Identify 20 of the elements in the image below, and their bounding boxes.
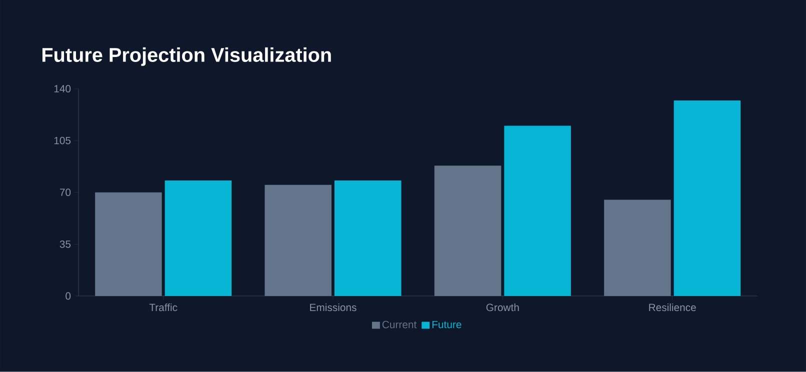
bar	[264, 185, 332, 296]
legend-label: Future	[432, 321, 462, 328]
y-tick-label: 140	[54, 85, 71, 93]
chart-title: Future Projection Visualization	[42, 48, 331, 66]
bar	[95, 192, 162, 296]
bar	[604, 200, 671, 296]
y-tick-label: 0	[66, 292, 71, 300]
y-tick-label: 105	[54, 136, 71, 144]
bar	[504, 126, 571, 296]
y-tick-label: 35	[60, 240, 71, 248]
legend-label: Current	[382, 321, 417, 328]
bar	[674, 100, 741, 296]
x-tick-label: Growth	[486, 304, 519, 312]
bar	[434, 166, 502, 296]
bar	[334, 180, 402, 296]
x-tick-label: Resilience	[649, 304, 696, 312]
x-tick-label: Emissions	[310, 304, 356, 312]
x-tick-label: Traffic	[149, 304, 178, 312]
y-tick-label: 70	[60, 188, 71, 196]
bar	[164, 180, 232, 296]
